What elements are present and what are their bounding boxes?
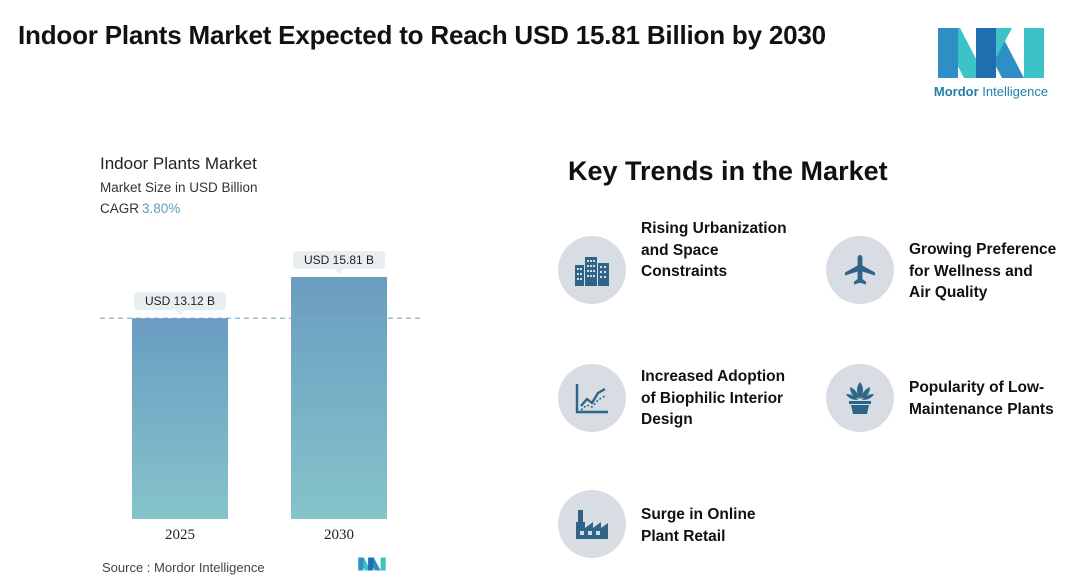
data-label-bg — [134, 292, 226, 311]
mordor-intelligence-logo: Mordor Intelligence — [926, 26, 1056, 106]
mordor-logo-icon — [938, 28, 1044, 78]
bar-2025 — [132, 318, 228, 519]
trend-icon-circle — [558, 490, 626, 558]
trend-icon-circle — [558, 364, 626, 432]
line-chart-icon — [575, 384, 608, 414]
trend-icon-circle — [558, 236, 626, 304]
source-note: Source : Mordor Intelligence — [102, 560, 265, 575]
trend-label-online-retail: Surge in Online Plant Retail — [641, 506, 756, 545]
chart-title: Indoor Plants Market — [100, 154, 257, 173]
potted-plant-icon — [846, 382, 874, 414]
data-label-pointer — [175, 310, 185, 316]
cagr-line: CAGR 3.80% — [100, 201, 180, 216]
logo-word-mordor: Mordor — [933, 84, 979, 99]
x-tick-label: 2025 — [165, 527, 195, 543]
data-label-bg — [293, 251, 385, 269]
data-label: USD 13.12 B — [145, 294, 215, 308]
trend-icon-circle — [826, 236, 894, 304]
trend-icon-circle — [826, 364, 894, 432]
factory-icon — [576, 510, 608, 539]
cagr-label: CAGR — [100, 201, 140, 216]
chart-subtitle: Market Size in USD Billion — [100, 180, 258, 195]
logo-word-intelligence: Intelligence — [978, 84, 1049, 99]
data-label-pointer — [334, 269, 344, 274]
trends-title: Key Trends in the Market — [568, 156, 888, 186]
buildings-icon — [575, 257, 609, 286]
trend-label-urbanization: Rising Urbanization and Space Constraint… — [641, 220, 787, 280]
trend-label-wellness: Growing Preference for Wellness and Air … — [909, 241, 1057, 301]
trend-label-low-maintenance: Popularity of Low- Maintenance Plants — [909, 379, 1054, 418]
mordor-small-logo-icon — [358, 557, 386, 571]
airplane-icon — [845, 255, 875, 285]
cagr-value: 3.80% — [142, 201, 181, 216]
data-label: USD 15.81 B — [304, 253, 374, 267]
bar-2030 — [291, 277, 387, 519]
x-tick-label: 2030 — [324, 527, 354, 543]
trend-label-biophilic: Increased Adoption of Biophilic Interior… — [641, 368, 786, 428]
page-title: Indoor Plants Market Expected to Reach U… — [18, 20, 826, 50]
bar-chart: USD 13.12 B 2025 USD 15.81 B 2030 — [100, 251, 422, 543]
